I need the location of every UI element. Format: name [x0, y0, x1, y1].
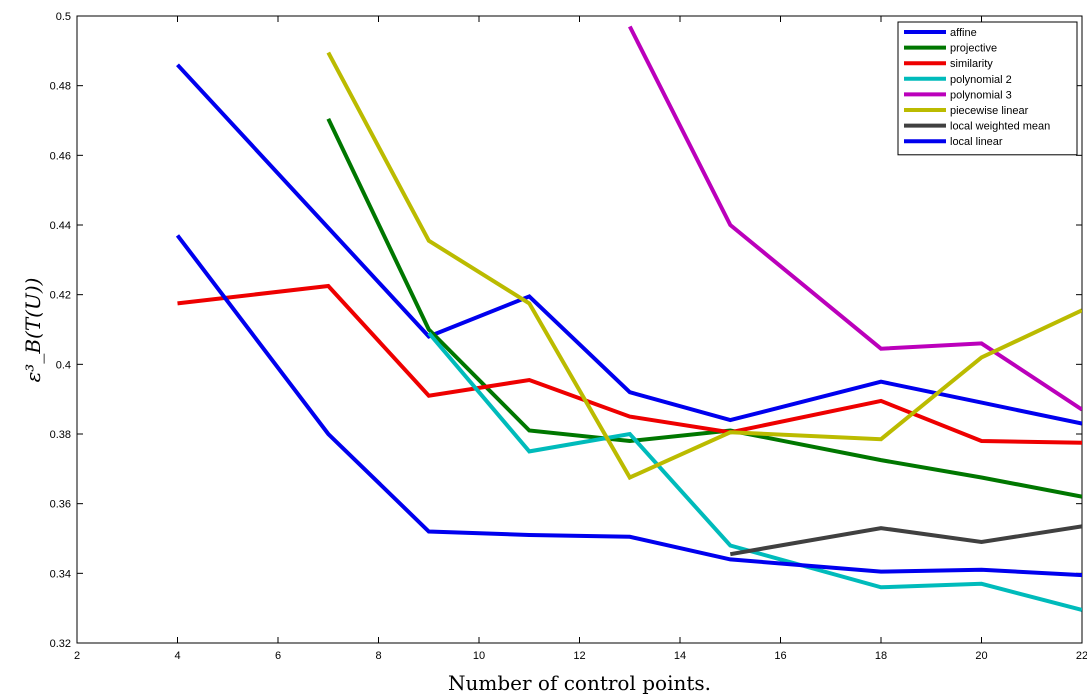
y-tick-label: 0.46: [50, 150, 71, 162]
series-line-piecewise-linear: [326, 51, 1082, 481]
x-tick-label: 18: [875, 650, 887, 662]
y-tick-label: 0.38: [50, 429, 71, 441]
x-tick-label: 22: [1076, 650, 1087, 662]
x-tick-label: 10: [473, 650, 485, 662]
legend-entry: local linear: [950, 136, 1003, 148]
series-line-local-linear: [175, 234, 1082, 578]
legend-entry: projective: [950, 43, 997, 55]
x-tick-label: 14: [674, 650, 686, 662]
x-tick-label: 2: [74, 650, 80, 662]
series-lines: [175, 25, 1082, 612]
y-axis-ticks: 0.32 0.34 0.36 0.38 0.4 0.42 0.44 0.46 0.48 0.5: [50, 11, 1082, 650]
y-tick-label: 0.42: [50, 290, 71, 302]
series-line-polynomial-3: [628, 25, 1082, 412]
legend-box: [897, 21, 1078, 156]
legend-entry: affine: [950, 27, 977, 39]
y-axis-label: ε³_B(T(U)): [21, 278, 45, 383]
x-axis-ticks: 2 4 6 8 10 12 14 16 18 20 22: [74, 16, 1087, 662]
x-tick-label: 16: [774, 650, 786, 662]
legend-entry: local weighted mean: [950, 121, 1050, 133]
y-tick-label: 0.34: [50, 568, 71, 580]
y-tick-label: 0.44: [50, 220, 71, 232]
series-line-affine: [176, 63, 1082, 426]
x-tick-label: 4: [174, 650, 180, 662]
series-line-similarity: [177, 283, 1082, 445]
series-line-local-weighted-mean: [729, 524, 1082, 557]
legend: affine projective similarity polynomial 2 po…: [897, 21, 1078, 156]
legend-entry: polynomial 3: [950, 89, 1012, 101]
y-tick-label: 0.36: [50, 499, 71, 511]
legend-entry: polynomial 2: [950, 74, 1012, 86]
x-tick-label: 20: [975, 650, 987, 662]
y-tick-label: 0.32: [50, 638, 71, 650]
y-tick-label: 0.48: [50, 81, 71, 93]
x-axis-label: Number of control points.: [448, 671, 711, 695]
y-tick-label: 0.5: [56, 11, 71, 23]
legend-entry: similarity: [950, 58, 993, 70]
x-tick-label: 6: [275, 650, 281, 662]
x-tick-label: 12: [573, 650, 585, 662]
series-line-projective: [326, 117, 1082, 499]
legend-entry: piecewise linear: [950, 105, 1029, 117]
x-tick-label: 8: [375, 650, 381, 662]
y-tick-label: 0.4: [56, 359, 71, 371]
series-line-polynomial-2: [427, 331, 1082, 612]
